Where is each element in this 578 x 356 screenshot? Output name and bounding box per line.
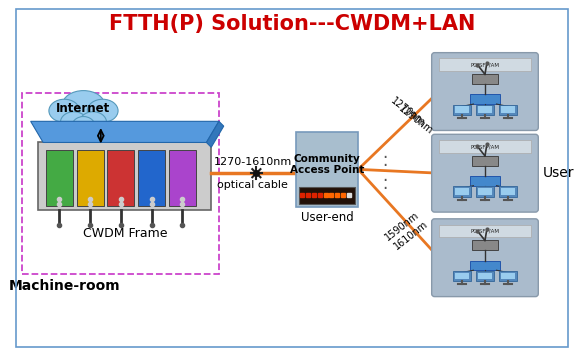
Text: CWDM Frame: CWDM Frame [83, 227, 167, 240]
FancyBboxPatch shape [455, 106, 469, 113]
FancyBboxPatch shape [77, 150, 103, 206]
Text: Machine-room: Machine-room [9, 279, 120, 293]
FancyBboxPatch shape [501, 273, 515, 279]
FancyBboxPatch shape [501, 188, 515, 195]
Text: 1590nm: 1590nm [383, 210, 421, 242]
Ellipse shape [61, 112, 87, 133]
Text: ·: · [383, 172, 388, 190]
Polygon shape [206, 121, 224, 147]
FancyBboxPatch shape [476, 186, 494, 197]
FancyBboxPatch shape [299, 187, 355, 204]
FancyBboxPatch shape [296, 132, 358, 207]
FancyBboxPatch shape [439, 225, 531, 237]
Text: PC/SFP/AM: PC/SFP/AM [470, 229, 499, 234]
FancyBboxPatch shape [476, 105, 494, 115]
Ellipse shape [87, 99, 118, 122]
FancyBboxPatch shape [472, 240, 498, 250]
Text: ·: · [383, 157, 388, 174]
FancyBboxPatch shape [46, 150, 73, 206]
FancyBboxPatch shape [38, 142, 211, 210]
FancyBboxPatch shape [432, 53, 538, 130]
Text: 1270nm: 1270nm [389, 95, 427, 128]
Text: FTTH(P) Solution---CWDM+LAN: FTTH(P) Solution---CWDM+LAN [109, 14, 475, 34]
Text: 1290nm: 1290nm [397, 104, 435, 137]
FancyBboxPatch shape [499, 271, 517, 281]
FancyBboxPatch shape [453, 271, 470, 281]
Text: PC/SFP/AM: PC/SFP/AM [470, 63, 499, 68]
FancyBboxPatch shape [469, 176, 501, 186]
FancyBboxPatch shape [478, 188, 492, 195]
Text: Internet: Internet [57, 102, 110, 115]
Polygon shape [31, 121, 219, 142]
Text: PC/SFP/AM: PC/SFP/AM [470, 144, 499, 149]
FancyBboxPatch shape [476, 271, 494, 281]
Text: ·: · [383, 149, 388, 167]
FancyBboxPatch shape [469, 261, 501, 270]
Ellipse shape [80, 112, 106, 133]
Ellipse shape [72, 116, 95, 136]
FancyBboxPatch shape [138, 150, 165, 206]
FancyBboxPatch shape [478, 106, 492, 113]
Text: User: User [543, 166, 574, 180]
FancyBboxPatch shape [432, 219, 538, 297]
FancyBboxPatch shape [472, 156, 498, 166]
Text: ·: · [383, 179, 388, 198]
Text: optical cable: optical cable [217, 180, 288, 190]
FancyBboxPatch shape [432, 134, 538, 212]
Text: 1610nm: 1610nm [392, 219, 429, 252]
FancyBboxPatch shape [169, 150, 196, 206]
FancyBboxPatch shape [501, 106, 515, 113]
Text: 1270-1610nm: 1270-1610nm [213, 157, 292, 167]
FancyBboxPatch shape [499, 105, 517, 115]
Text: Community: Community [294, 154, 360, 164]
FancyBboxPatch shape [453, 186, 470, 197]
FancyBboxPatch shape [472, 74, 498, 84]
FancyBboxPatch shape [439, 140, 531, 153]
FancyBboxPatch shape [478, 273, 492, 279]
FancyBboxPatch shape [439, 58, 531, 71]
FancyBboxPatch shape [108, 150, 135, 206]
FancyBboxPatch shape [455, 188, 469, 195]
FancyBboxPatch shape [469, 94, 501, 104]
FancyBboxPatch shape [453, 105, 470, 115]
FancyBboxPatch shape [455, 273, 469, 279]
Ellipse shape [49, 99, 80, 122]
FancyBboxPatch shape [499, 186, 517, 197]
Ellipse shape [62, 90, 105, 119]
Text: Access Point: Access Point [290, 165, 364, 175]
Text: User-end: User-end [301, 211, 353, 224]
